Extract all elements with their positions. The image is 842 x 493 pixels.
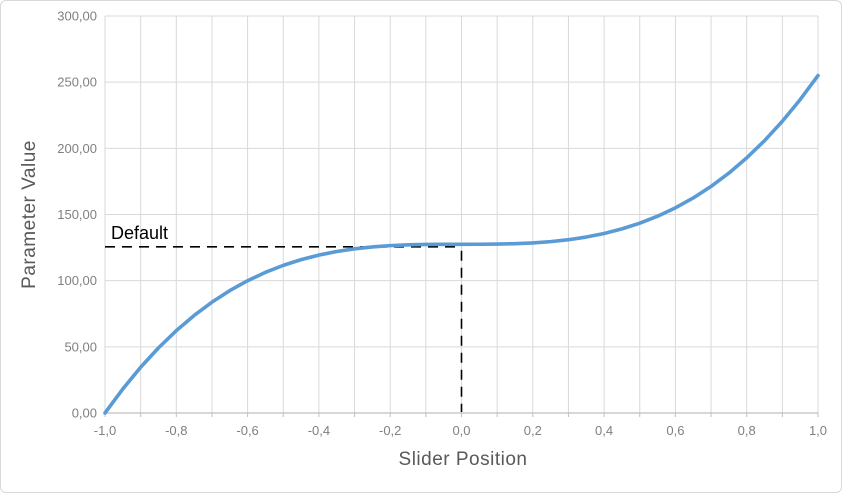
y-tick-label: 50,00 bbox=[64, 339, 97, 354]
y-tick-label: 150,00 bbox=[57, 207, 97, 222]
gridlines-group bbox=[104, 15, 819, 413]
x-tick-label: -0,6 bbox=[236, 423, 258, 438]
axis-group bbox=[104, 412, 819, 417]
x-axis-title: Slider Position bbox=[399, 449, 528, 470]
x-tick-label: -0,8 bbox=[165, 423, 187, 438]
x-tick-label: 1,0 bbox=[809, 423, 827, 438]
y-axis-title: Parameter Value bbox=[19, 140, 40, 289]
x-tick-label: 0,6 bbox=[666, 423, 684, 438]
series-group bbox=[103, 73, 820, 415]
y-tick-label: 0,00 bbox=[72, 406, 97, 421]
x-tick-label: 0,8 bbox=[738, 423, 756, 438]
x-tick-label: 0,4 bbox=[595, 423, 613, 438]
default-annotation-label: Default bbox=[111, 223, 168, 243]
x-tick-label: 0,0 bbox=[452, 423, 470, 438]
x-tick-label: -1,0 bbox=[94, 423, 116, 438]
parameter-value-curve bbox=[103, 73, 820, 415]
y-tick-label: 300,00 bbox=[57, 9, 97, 24]
tick-labels-group: -1,0 -0,8 -0,6 -0,4 -0,2 0,0 0,2 0,4 0,6 0,8 1,0 0,… bbox=[57, 9, 827, 439]
y-tick-label: 200,00 bbox=[57, 141, 97, 156]
y-tick-label: 250,00 bbox=[57, 75, 97, 90]
x-tick-label: 0,2 bbox=[524, 423, 542, 438]
x-tick-label: -0,2 bbox=[379, 423, 401, 438]
y-tick-label: 100,00 bbox=[57, 273, 97, 288]
x-tick-label: -0,4 bbox=[308, 423, 330, 438]
